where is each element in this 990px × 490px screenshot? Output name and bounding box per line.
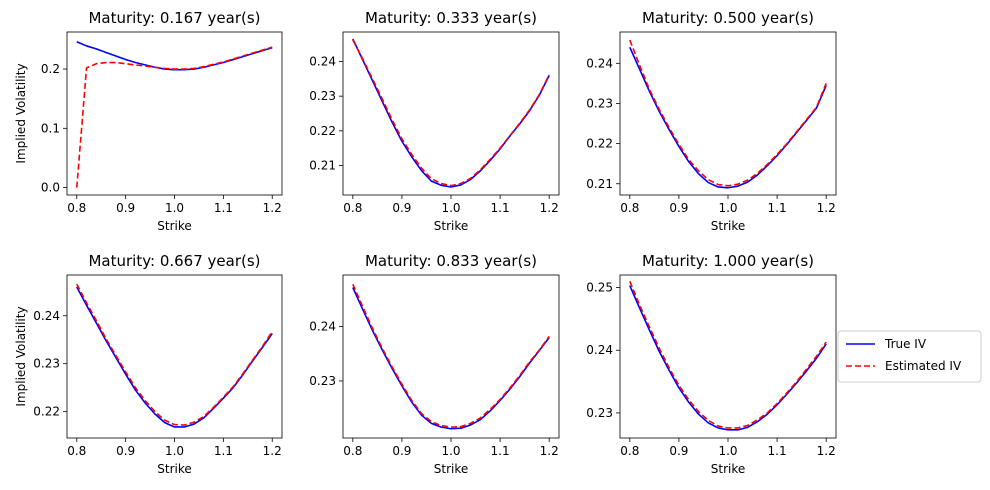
x-tick-label: 1.2 xyxy=(817,201,836,215)
x-tick-label: 1.2 xyxy=(817,444,836,458)
x-tick-label: 0.8 xyxy=(67,201,86,215)
axes-frame xyxy=(66,31,283,196)
y-tick-label: 0.23 xyxy=(309,374,336,388)
y-tick-label: 0.0 xyxy=(41,181,60,195)
axes-frame xyxy=(342,31,560,196)
x-tick-label: 1.0 xyxy=(441,201,460,215)
y-tick-label: 0.22 xyxy=(586,137,613,151)
x-tick-label: 0.9 xyxy=(669,444,688,458)
subplot-5: Maturity: 0.833 year(s) 0.8 0.9 1.0 1.1 1.2 0.… xyxy=(309,252,560,476)
x-axis-label: Strike xyxy=(711,462,746,476)
x-tick-label: 0.9 xyxy=(392,444,411,458)
subplot-title: Maturity: 0.500 year(s) xyxy=(642,9,814,27)
x-tick-label: 1.2 xyxy=(263,201,282,215)
true-iv-line xyxy=(352,38,550,188)
x-tick-label: 0.9 xyxy=(116,201,135,215)
estimated-iv-line xyxy=(76,283,273,426)
true-iv-line xyxy=(629,46,827,189)
subplot-6: Maturity: 1.000 year(s) 0.8 0.9 1.0 1.1 1.2 0.… xyxy=(586,252,837,476)
subplot-title: Maturity: 1.000 year(s) xyxy=(642,252,814,270)
x-axis-label: Strike xyxy=(157,219,192,233)
y-tick-label: 0.22 xyxy=(33,405,60,419)
y-axis-label: Implied Volatility xyxy=(14,63,28,163)
subplot-3: Maturity: 0.500 year(s) 0.8 0.9 1.0 1.1 1.2 0.… xyxy=(586,9,837,233)
estimated-iv-line xyxy=(629,280,827,429)
x-tick-label: 1.0 xyxy=(718,444,737,458)
x-tick-label: 1.0 xyxy=(441,444,460,458)
x-axis-label: Strike xyxy=(157,462,192,476)
x-tick-label: 1.2 xyxy=(540,444,559,458)
subplot-title: Maturity: 0.167 year(s) xyxy=(88,9,260,27)
estimated-iv-line xyxy=(352,283,550,428)
true-iv-line xyxy=(352,287,550,430)
x-axis-label: Strike xyxy=(434,219,469,233)
x-tick-label: 1.0 xyxy=(718,201,737,215)
x-tick-label: 0.9 xyxy=(116,444,135,458)
y-tick-label: 0.21 xyxy=(309,159,336,173)
y-tick-label: 0.23 xyxy=(33,357,60,371)
x-tick-label: 0.8 xyxy=(343,201,362,215)
x-tick-label: 1.0 xyxy=(165,444,184,458)
estimated-iv-line xyxy=(75,46,273,188)
y-tick-label: 0.25 xyxy=(586,281,613,295)
y-tick-label: 0.24 xyxy=(586,56,613,70)
x-tick-label: 1.1 xyxy=(214,444,233,458)
y-tick-label: 0.23 xyxy=(586,96,613,110)
y-tick-label: 0.24 xyxy=(309,54,336,68)
legend: True IV Estimated IV xyxy=(837,330,982,383)
y-tick-label: 0.1 xyxy=(41,121,60,135)
y-tick-label: 0.21 xyxy=(586,177,613,191)
x-tick-label: 1.1 xyxy=(768,201,787,215)
true-iv-line xyxy=(76,286,273,428)
axes-frame xyxy=(619,31,837,196)
subplot-title: Maturity: 0.333 year(s) xyxy=(365,9,537,27)
x-axis-label: Strike xyxy=(434,462,469,476)
x-tick-label: 0.9 xyxy=(392,201,411,215)
x-tick-label: 1.1 xyxy=(768,444,787,458)
y-tick-label: 0.24 xyxy=(309,320,336,334)
x-tick-label: 0.8 xyxy=(620,444,639,458)
x-tick-label: 1.0 xyxy=(165,201,184,215)
axes-frame xyxy=(619,274,837,439)
x-tick-label: 0.8 xyxy=(620,201,639,215)
y-tick-label: 0.24 xyxy=(586,343,613,357)
axes-frame xyxy=(342,274,560,439)
y-tick-label: 0.22 xyxy=(309,124,336,138)
y-tick-label: 0.23 xyxy=(586,406,613,420)
y-tick-label: 0.23 xyxy=(309,89,336,103)
x-tick-label: 1.1 xyxy=(491,444,510,458)
subplot-1: Maturity: 0.167 year(s) 0.8 0.9 1.0 1.1 1.2 0.… xyxy=(14,9,283,233)
subplot-title: Maturity: 0.833 year(s) xyxy=(365,252,537,270)
x-tick-label: 1.1 xyxy=(214,201,233,215)
subplot-2: Maturity: 0.333 year(s) 0.8 0.9 1.0 1.1 1.2 0.… xyxy=(309,9,560,233)
y-tick-label: 0.2 xyxy=(41,62,60,76)
true-iv-line xyxy=(629,285,827,431)
y-tick-label: 0.24 xyxy=(33,309,60,323)
legend-label: Estimated IV xyxy=(885,359,962,373)
subplot-4: Maturity: 0.667 year(s) 0.8 0.9 1.0 1.1 1.2 0.… xyxy=(14,252,283,476)
x-tick-label: 1.1 xyxy=(491,201,510,215)
subplot-title: Maturity: 0.667 year(s) xyxy=(88,252,260,270)
x-tick-label: 0.8 xyxy=(67,444,86,458)
x-tick-label: 1.2 xyxy=(540,201,559,215)
legend-label: True IV xyxy=(884,337,927,351)
x-tick-label: 0.8 xyxy=(343,444,362,458)
x-axis-label: Strike xyxy=(711,219,746,233)
x-tick-label: 0.9 xyxy=(669,201,688,215)
y-axis-label: Implied Volatility xyxy=(14,306,28,406)
estimated-iv-line xyxy=(629,39,827,187)
estimated-iv-line xyxy=(352,39,550,187)
axes-frame xyxy=(66,274,283,439)
x-tick-label: 1.2 xyxy=(263,444,282,458)
